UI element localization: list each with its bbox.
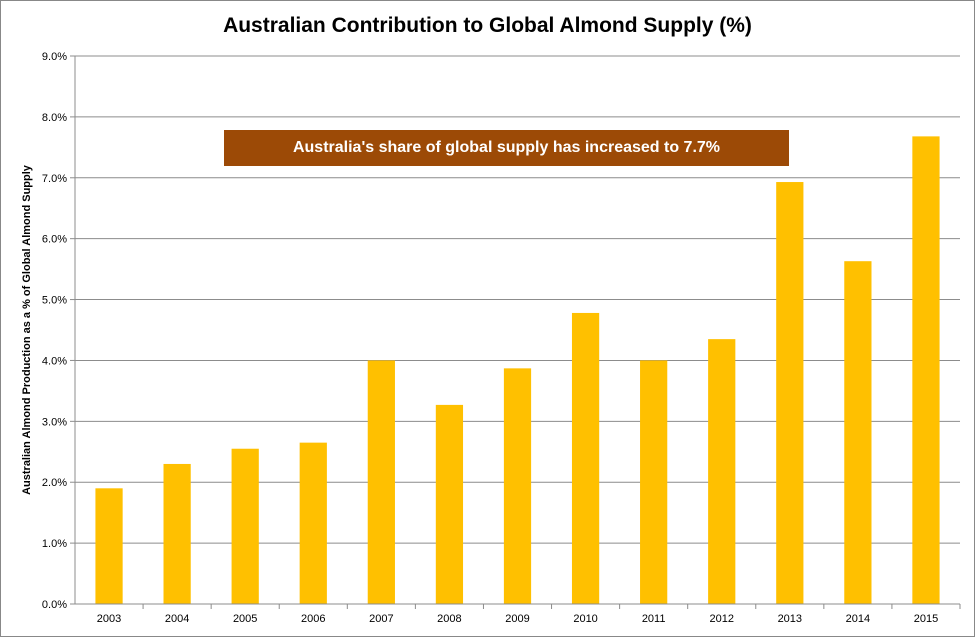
- bar-2007: [367, 360, 395, 604]
- x-tick-label: 2014: [846, 613, 870, 625]
- y-tick-label: 7.0%: [42, 173, 67, 185]
- bar-2006: [299, 442, 327, 604]
- bars: [95, 136, 940, 605]
- bar-2004: [163, 463, 191, 604]
- x-tick-labels: 2003 2004 2005 2006 2007 2008 2009 2010 2011 2012…: [97, 613, 938, 625]
- y-tick-label: 6.0%: [42, 234, 67, 246]
- x-tick-label: 2006: [301, 613, 325, 625]
- x-tick-label: 2011: [642, 613, 666, 625]
- x-tick-label: 2012: [709, 613, 733, 625]
- x-tick-label: 2004: [165, 613, 189, 625]
- bar-2011: [640, 360, 668, 604]
- x-tick-label: 2015: [914, 613, 938, 625]
- y-tick-label: 2.0%: [42, 477, 67, 489]
- y-tick-labels: 0.0% 1.0% 2.0% 3.0% 4.0% 5.0% 6.0% 7.0% 8.0% 9.0%: [42, 51, 67, 611]
- y-tick-label: 3.0%: [42, 416, 67, 428]
- y-tick-label: 9.0%: [42, 51, 67, 63]
- y-tick-label: 0.0%: [42, 599, 67, 611]
- x-tick-label: 2005: [233, 613, 257, 625]
- y-tick-label: 5.0%: [42, 295, 67, 307]
- x-tick-label: 2008: [437, 613, 461, 625]
- bar-2015: [912, 136, 940, 604]
- x-tick-label: 2003: [97, 613, 121, 625]
- x-tick-label: 2010: [573, 613, 597, 625]
- bar-2009: [503, 368, 532, 604]
- axes: [70, 55, 961, 609]
- y-tick-label: 8.0%: [42, 112, 67, 124]
- y-tick-label: 4.0%: [42, 355, 67, 367]
- bar-2012: [708, 339, 736, 604]
- annotation-box: Australia's share of global supply has i…: [224, 130, 789, 166]
- bar-2013: [776, 182, 804, 605]
- y-axis-label: Australian Almond Production as a % of G…: [21, 164, 33, 495]
- x-tick-label: 2013: [778, 613, 802, 625]
- chart-title: Australian Contribution to Global Almond…: [223, 14, 752, 37]
- bar-2008: [435, 404, 464, 604]
- bar-2005: [231, 448, 259, 604]
- bar-2014: [844, 261, 872, 604]
- y-tick-label: 1.0%: [42, 538, 67, 550]
- bar-2003: [95, 488, 123, 604]
- bar-2010: [571, 312, 600, 604]
- x-tick-label: 2007: [369, 613, 393, 625]
- x-tick-label: 2009: [505, 613, 529, 625]
